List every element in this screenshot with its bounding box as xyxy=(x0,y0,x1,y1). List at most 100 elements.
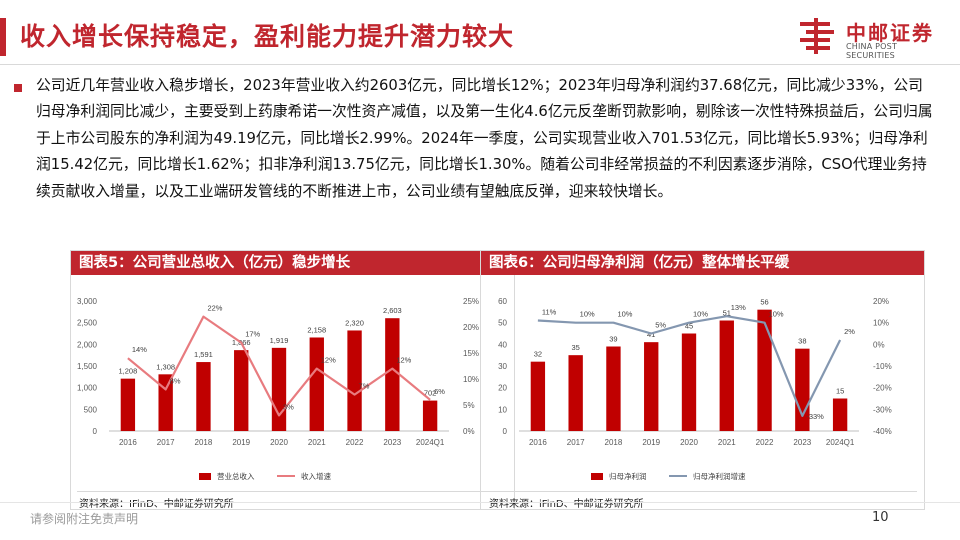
bar xyxy=(120,378,136,431)
y2-tick-label: 20% xyxy=(463,323,479,332)
y-tick-label: 500 xyxy=(84,405,98,414)
bullet-square-icon xyxy=(14,84,22,92)
legend-bar-swatch xyxy=(199,473,211,480)
bar-data-label: 38 xyxy=(798,337,806,346)
line-data-label: 13% xyxy=(731,303,746,312)
line-data-label: 6% xyxy=(434,387,445,396)
x-tick-label: 2020 xyxy=(270,438,288,447)
line-data-label: 7% xyxy=(359,382,370,391)
bar xyxy=(234,350,249,431)
y2-tick-label: -10% xyxy=(873,362,892,371)
line-data-label: 11% xyxy=(542,308,557,317)
line-data-label: 12% xyxy=(396,356,411,365)
bar-data-label: 2,603 xyxy=(383,306,402,315)
x-tick-label: 2018 xyxy=(195,438,213,447)
y2-tick-label: 15% xyxy=(463,349,479,358)
bar-data-label: 39 xyxy=(609,335,617,344)
bar-data-label: 45 xyxy=(685,322,693,331)
y2-tick-label: -40% xyxy=(873,427,892,436)
bar-data-label: 1,591 xyxy=(194,350,213,359)
line-data-label: 10% xyxy=(580,310,595,319)
x-tick-label: 2018 xyxy=(605,438,623,447)
bar xyxy=(719,320,734,431)
x-tick-label: 2019 xyxy=(642,438,660,447)
bar-data-label: 702 xyxy=(424,389,437,398)
y2-tick-label: -30% xyxy=(873,405,892,414)
y-tick-label: 40 xyxy=(498,340,507,349)
x-tick-label: 2024Q1 xyxy=(416,438,445,447)
line-data-label: 14% xyxy=(132,345,147,354)
y-tick-label: 3,000 xyxy=(77,297,98,306)
bar-data-label: 1,919 xyxy=(270,336,289,345)
figure6-chart: 0 10 20 30 40 50 60 -40% -30% -20% -10% 0% 10% 20% 201… xyxy=(498,297,892,481)
figure5-source: 资料来源：IFinD、中邮证券研究所 xyxy=(79,499,234,510)
y2-tick-label: 25% xyxy=(463,297,479,306)
y-tick-label: 10 xyxy=(498,405,507,414)
y2-tick-label: 0% xyxy=(463,427,475,436)
x-tick-label: 2016 xyxy=(119,438,137,447)
y2-tick-label: 10% xyxy=(873,319,889,328)
footer-divider xyxy=(0,502,960,503)
figure6-source: 资料来源：iFinD、中邮证券研究所 xyxy=(489,499,644,510)
x-tick-label: 2020 xyxy=(680,438,698,447)
bar xyxy=(196,362,211,431)
legend-bar-label: 归母净利润 xyxy=(609,471,647,481)
x-tick-label: 2023 xyxy=(793,438,811,447)
x-tick-label: 2021 xyxy=(308,438,326,447)
line-data-label: 10% xyxy=(617,310,632,319)
y-tick-label: 1,500 xyxy=(77,362,98,371)
page-title: 收入增长保持稳定，盈利能力提升潜力较大 xyxy=(20,22,515,51)
figure5-source-divider xyxy=(77,491,507,492)
x-tick-label: 2024Q1 xyxy=(826,438,855,447)
figure6-panel: 图表6：公司归母净利润（亿元）整体增长平缓 0 10 20 30 40 50 60 -40% -… xyxy=(480,250,925,510)
legend-line-label: 收入增速 xyxy=(301,471,331,481)
company-logo: 中邮证券 CHINA POST SECURITIES xyxy=(796,12,944,62)
figure5-chart: 0 500 1,000 1,500 2,000 2,500 3,000 0% 5% 10% 15% 2… xyxy=(77,297,479,481)
line-data-label: 17% xyxy=(245,330,260,339)
y-tick-label: 0 xyxy=(93,427,98,436)
y-tick-label: 1,000 xyxy=(77,384,98,393)
y-tick-label: 60 xyxy=(498,297,507,306)
bar xyxy=(606,346,621,431)
bar xyxy=(757,309,772,431)
bar xyxy=(385,318,400,431)
line-data-label: 2% xyxy=(844,327,855,336)
bar xyxy=(832,398,848,431)
line-data-label: 8% xyxy=(170,376,181,385)
x-tick-label: 2017 xyxy=(567,438,585,447)
x-tick-label: 2017 xyxy=(157,438,175,447)
x-tick-label: 2019 xyxy=(232,438,250,447)
line-data-label: 10% xyxy=(693,310,708,319)
bar xyxy=(309,337,324,431)
line-data-label: 3% xyxy=(283,402,294,411)
growth-line xyxy=(127,315,431,417)
page-number: 10 xyxy=(872,510,889,525)
bar-data-label: 1,208 xyxy=(118,367,137,376)
figure5-panel: 图表5：公司营业总收入（亿元）稳步增长 0 500 1,000 1,500 2,000 2… xyxy=(70,250,515,510)
bar-data-label: 41 xyxy=(647,330,655,339)
y-tick-label: 2,500 xyxy=(77,319,98,328)
bar-data-label: 2,320 xyxy=(345,318,364,327)
x-tick-label: 2022 xyxy=(756,438,774,447)
y2-tick-label: -20% xyxy=(873,384,892,393)
bar-data-label: 2,158 xyxy=(307,325,326,334)
line-data-label: 12% xyxy=(321,356,336,365)
bar xyxy=(158,374,173,431)
title-divider xyxy=(0,64,960,65)
legend-bar-label: 营业总收入 xyxy=(217,471,255,481)
line-data-label: -33% xyxy=(806,412,824,421)
line-data-label: 22% xyxy=(207,304,222,313)
figure5-heading: 图表5：公司营业总收入（亿元）稳步增长 xyxy=(71,251,514,275)
figure6-heading: 图表6：公司归母净利润（亿元）整体增长平缓 xyxy=(481,251,924,275)
legend-bar-swatch xyxy=(591,473,603,480)
x-tick-label: 2016 xyxy=(529,438,547,447)
y-tick-label: 20 xyxy=(498,384,507,393)
x-tick-label: 2021 xyxy=(718,438,736,447)
logo-chinese-name: 中邮证券 xyxy=(846,21,934,45)
y-tick-label: 30 xyxy=(498,362,507,371)
bar xyxy=(568,355,583,431)
bar-data-label: 35 xyxy=(571,343,579,352)
y2-tick-label: 5% xyxy=(463,401,475,410)
logo-english-name: CHINA POST SECURITIES xyxy=(846,42,898,60)
title-accent-bar xyxy=(0,18,6,56)
